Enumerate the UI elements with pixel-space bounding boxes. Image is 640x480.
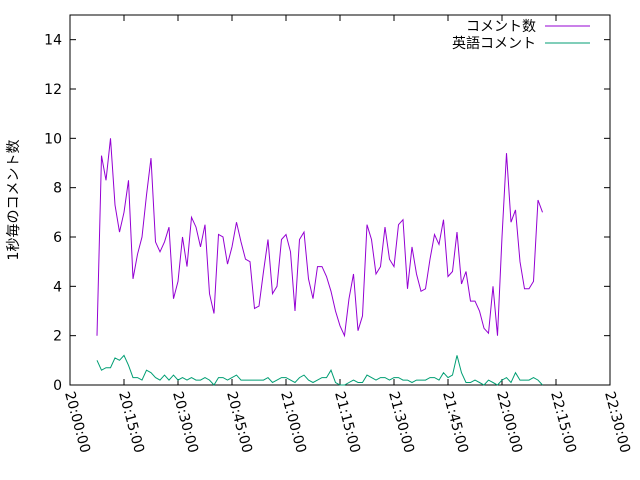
y-tick-label: 4 <box>53 279 62 295</box>
x-tick-label: 21:00:00 <box>277 390 309 455</box>
x-axis: 20:00:00 20:15:00 20:30:00 20:45:00 21:00:00… <box>61 15 633 455</box>
x-tick-label: 20:45:00 <box>223 390 255 455</box>
y-axis: 0 2 4 6 8 10 12 14 <box>44 33 610 394</box>
y-tick-label: 14 <box>44 33 62 49</box>
series-layer <box>96 138 543 386</box>
x-tick-label: 22:00:00 <box>493 390 525 455</box>
x-tick-label: 20:15:00 <box>115 390 147 455</box>
x-tick-label: 21:45:00 <box>439 390 471 455</box>
x-tick-label: 20:30:00 <box>169 390 201 455</box>
y-tick-label: 0 <box>53 378 62 394</box>
y-tick-label: 10 <box>44 131 62 147</box>
series-line-0 <box>96 138 543 338</box>
series-line-1 <box>96 354 543 386</box>
x-tick-label: 22:15:00 <box>547 390 579 455</box>
y-tick-label: 8 <box>53 181 62 197</box>
y-axis-label: 1秒毎のコメント数 <box>6 140 22 261</box>
y-tick-label: 2 <box>53 329 62 345</box>
x-tick-label: 21:15:00 <box>331 390 363 455</box>
plot-frame <box>69 14 611 386</box>
y-tick-label: 12 <box>44 82 62 98</box>
y-tick-label: 6 <box>53 230 62 246</box>
legend-label: 英語コメント <box>452 35 536 52</box>
x-tick-label: 21:30:00 <box>385 390 417 455</box>
legend-label: コメント数 <box>466 19 536 35</box>
x-tick-label: 20:00:00 <box>61 390 93 455</box>
x-tick-label: 22:30:00 <box>601 390 633 455</box>
